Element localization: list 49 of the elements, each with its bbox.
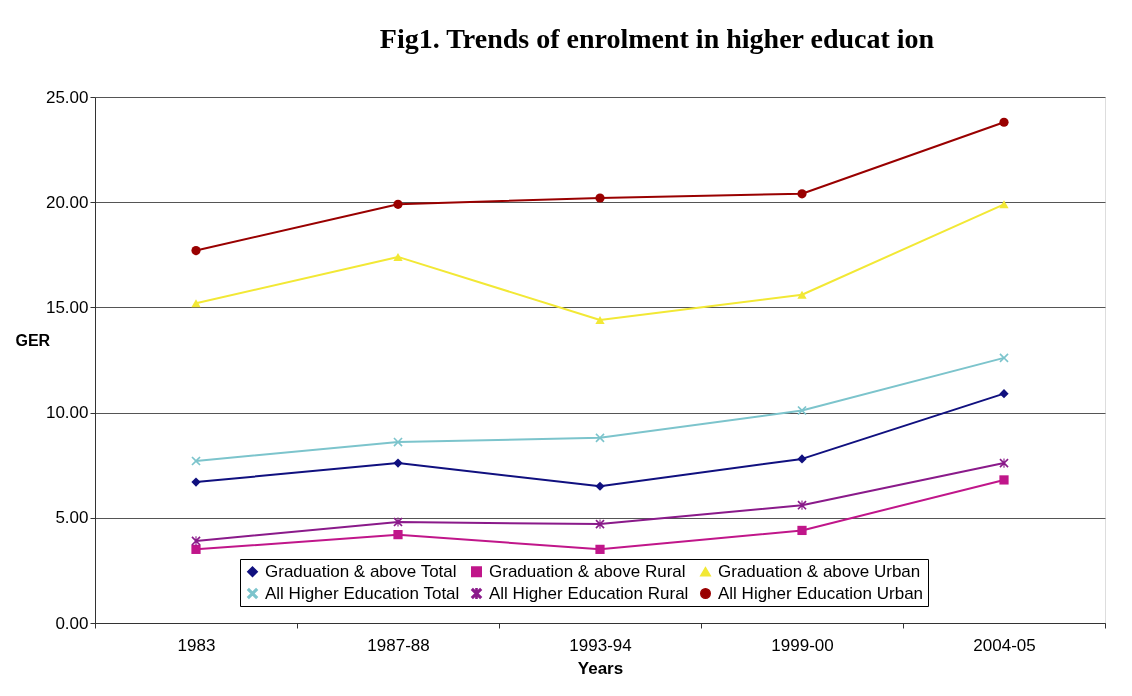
y-tick-label: 0.00 xyxy=(55,613,89,633)
x-tick-label: 1987-88 xyxy=(367,635,430,655)
point xyxy=(999,117,1009,127)
point xyxy=(595,316,605,325)
point xyxy=(797,454,807,464)
point xyxy=(393,517,403,527)
point xyxy=(797,525,807,536)
point xyxy=(393,530,403,540)
legend-label: All Higher Education Rural xyxy=(489,583,689,603)
point xyxy=(595,544,605,554)
y-axis-title: GER xyxy=(15,331,51,349)
point xyxy=(191,536,201,546)
point xyxy=(191,456,201,466)
legend-label: Graduation & above Total xyxy=(265,561,457,581)
legend-label: Graduation & above Urban xyxy=(718,561,921,581)
point xyxy=(999,200,1009,209)
point xyxy=(797,290,807,299)
x-tick-label: 1993-94 xyxy=(569,635,632,655)
point xyxy=(999,353,1009,363)
x-tick-label: 1983 xyxy=(177,635,216,655)
point xyxy=(393,199,403,209)
y-tick-label: 5.00 xyxy=(55,508,89,528)
point xyxy=(797,189,807,199)
point xyxy=(999,475,1009,485)
point xyxy=(191,477,201,487)
point xyxy=(393,252,403,261)
point xyxy=(595,481,605,491)
point xyxy=(999,458,1009,468)
y-tick-label: 15.00 xyxy=(45,297,89,317)
y-tick-label: 20.00 xyxy=(45,192,89,212)
chart-title: Fig1. Trends of enrolment in higher educat ion xyxy=(379,23,935,54)
y-tick-label: 25.00 xyxy=(45,87,89,107)
point xyxy=(797,500,807,510)
point xyxy=(595,433,605,443)
y-tick-label: 10.00 xyxy=(45,403,89,423)
legend-label: All Higher Education Urban xyxy=(718,583,924,603)
legend-label: Graduation & above Rural xyxy=(489,561,686,581)
x-tick-label: 1999-00 xyxy=(771,635,834,655)
legend-label: All Higher Education Total xyxy=(265,583,460,603)
point xyxy=(191,299,201,308)
point xyxy=(595,519,605,529)
point xyxy=(393,458,403,468)
point xyxy=(393,437,403,447)
point xyxy=(191,245,201,256)
x-tick-label: 2004-05 xyxy=(973,635,1036,655)
point xyxy=(595,193,605,203)
point xyxy=(191,544,201,554)
x-axis-title: Years xyxy=(577,658,624,678)
point xyxy=(999,389,1009,399)
